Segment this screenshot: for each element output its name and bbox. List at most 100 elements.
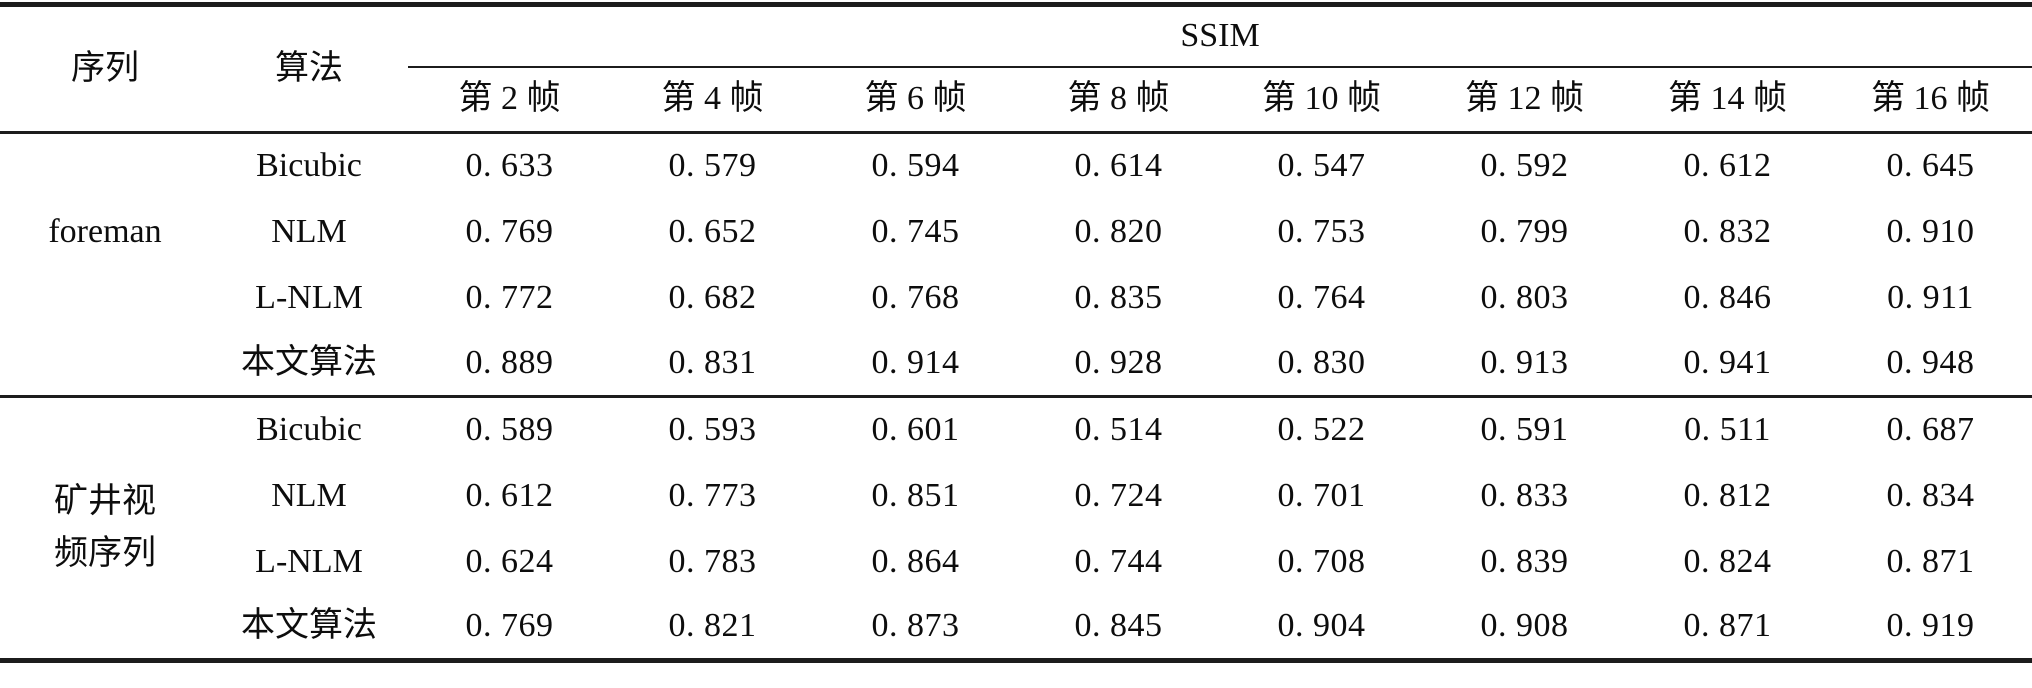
- column-header-frame-4: 第 4 帧: [611, 66, 814, 134]
- header-row-2: 第 2 帧 第 4 帧 第 6 帧 第 8 帧 第 10 帧 第 12 帧 第 …: [0, 66, 2032, 134]
- ssim-value: 0. 839: [1480, 542, 1569, 580]
- ssim-value: 0. 835: [1074, 278, 1163, 316]
- table-row-mine-bicubic: 矿井视 频序列 Bicubic 0. 589 0. 593 0. 601 0. …: [0, 395, 2032, 661]
- ssim-value: 0. 769: [465, 607, 554, 645]
- ssim-value: 0. 799: [1480, 212, 1569, 250]
- ssim-value: 0. 579: [668, 147, 757, 185]
- ssim-value: 0. 514: [1017, 395, 1220, 463]
- results-table-container: 序列 算法 SSIM 第 2 帧 第 4 帧 第 6 帧 第 8 帧 第 10 …: [0, 2, 2032, 663]
- ssim-value: 0. 851: [871, 476, 960, 514]
- algorithm-label: 本文算法: [241, 607, 377, 645]
- ssim-value: 0. 633: [465, 147, 554, 185]
- column-header-frame-10: 第 10 帧: [1220, 66, 1423, 134]
- column-header-frame-6: 第 6 帧: [814, 66, 1017, 134]
- ssim-value: 0. 908: [1480, 607, 1569, 645]
- ssim-value: 0. 768: [871, 278, 960, 316]
- ssim-value: 0. 928: [1074, 343, 1163, 381]
- algorithm-label: L-NLM: [255, 542, 363, 580]
- ssim-value: 0. 773: [668, 476, 757, 514]
- algorithm-label: NLM: [271, 212, 347, 250]
- ssim-value: 0. 864: [871, 542, 960, 580]
- ssim-value: 0. 745: [871, 212, 960, 250]
- ssim-value: 0. 652: [668, 212, 757, 250]
- ssim-value: 0. 824: [1683, 542, 1772, 580]
- column-header-frame-2: 第 2 帧: [408, 66, 611, 134]
- ssim-value: 0. 589: [408, 395, 611, 463]
- algorithm-label: NLM: [271, 476, 347, 514]
- ssim-value: 0. 871: [1886, 542, 1975, 580]
- algorithm-label: 本文算法: [241, 343, 377, 381]
- column-group-header-ssim: SSIM: [408, 4, 2032, 68]
- sequence-label-text-line2: 频序列: [54, 535, 156, 572]
- ssim-value: 0. 889: [465, 343, 554, 381]
- ssim-value: 0. 764: [1277, 278, 1366, 316]
- table-row-mine-lnlm: L-NLM 0. 624 0. 783 0. 864 0. 744 0. 708…: [0, 529, 2032, 595]
- ssim-value: 0. 645: [1886, 147, 1975, 185]
- sequence-label-mine-video: 矿井视 频序列: [0, 395, 210, 661]
- ssim-value: 0. 522: [1220, 395, 1423, 463]
- ssim-results-table: 序列 算法 SSIM 第 2 帧 第 4 帧 第 6 帧 第 8 帧 第 10 …: [0, 2, 2032, 663]
- header-row-1: 序列 算法 SSIM: [0, 4, 2032, 134]
- ssim-value: 0. 593: [611, 395, 814, 463]
- table-header: 序列 算法 SSIM 第 2 帧 第 4 帧 第 6 帧 第 8 帧 第 10 …: [0, 4, 2032, 134]
- ssim-value: 0. 744: [1074, 542, 1163, 580]
- ssim-value: 0. 687: [1829, 395, 2032, 463]
- ssim-value: 0. 832: [1683, 212, 1772, 250]
- ssim-value: 0. 803: [1480, 278, 1569, 316]
- column-header-sequence: 序列: [0, 4, 210, 134]
- ssim-value: 0. 948: [1886, 343, 1975, 381]
- column-header-frame-14: 第 14 帧: [1626, 66, 1829, 134]
- ssim-value: 0. 783: [668, 542, 757, 580]
- ssim-value: 0. 708: [1277, 542, 1366, 580]
- ssim-value: 0. 612: [465, 476, 554, 514]
- table-row-mine-proposed: 本文算法 0. 769 0. 821 0. 873 0. 845 0. 904 …: [0, 595, 2032, 661]
- ssim-value: 0. 845: [1074, 607, 1163, 645]
- ssim-value: 0. 871: [1683, 607, 1772, 645]
- ssim-value: 0. 769: [465, 212, 554, 250]
- ssim-value: 0. 834: [1886, 476, 1975, 514]
- sequence-label-foreman: foreman: [0, 133, 210, 397]
- table-row-foreman-nlm: NLM 0. 769 0. 652 0. 745 0. 820 0. 753 0…: [0, 199, 2032, 265]
- ssim-value: 0. 591: [1423, 395, 1626, 463]
- ssim-value: 0. 833: [1480, 476, 1569, 514]
- ssim-value: 0. 701: [1277, 476, 1366, 514]
- sequence-label-text: foreman: [48, 212, 162, 250]
- ssim-value: 0. 910: [1886, 212, 1975, 250]
- ssim-value: 0. 682: [668, 278, 757, 316]
- ssim-value: 0. 547: [1277, 147, 1366, 185]
- ssim-value: 0. 601: [814, 395, 1017, 463]
- ssim-value: 0. 873: [871, 607, 960, 645]
- ssim-value: 0. 919: [1886, 607, 1975, 645]
- ssim-value: 0. 913: [1480, 343, 1569, 381]
- ssim-value: 0. 614: [1074, 147, 1163, 185]
- column-header-frame-12: 第 12 帧: [1423, 66, 1626, 134]
- ssim-value: 0. 941: [1683, 343, 1772, 381]
- algorithm-label: Bicubic: [210, 395, 408, 463]
- column-header-frame-8: 第 8 帧: [1017, 66, 1220, 134]
- sequence-label-text-line1: 矿井视: [54, 483, 156, 520]
- table-row-foreman-bicubic: foreman Bicubic 0. 633 0. 579 0. 594 0. …: [0, 133, 2032, 248]
- ssim-value: 0. 753: [1277, 212, 1366, 250]
- ssim-value: 0. 772: [465, 278, 554, 316]
- column-header-frame-16: 第 16 帧: [1829, 66, 2032, 134]
- ssim-value: 0. 724: [1074, 476, 1163, 514]
- ssim-value: 0. 820: [1074, 212, 1163, 250]
- ssim-value: 0. 624: [465, 542, 554, 580]
- algorithm-label: L-NLM: [255, 278, 363, 316]
- algorithm-label: Bicubic: [256, 147, 362, 185]
- column-header-algorithm: 算法: [210, 4, 408, 134]
- ssim-value: 0. 846: [1683, 278, 1772, 316]
- ssim-value: 0. 511: [1626, 395, 1829, 463]
- ssim-value: 0. 830: [1277, 343, 1366, 381]
- ssim-value: 0. 914: [871, 343, 960, 381]
- table-row-foreman-proposed: 本文算法 0. 889 0. 831 0. 914 0. 928 0. 830 …: [0, 331, 2032, 397]
- ssim-value: 0. 904: [1277, 607, 1366, 645]
- ssim-value: 0. 911: [1887, 278, 1974, 316]
- ssim-value: 0. 812: [1683, 476, 1772, 514]
- ssim-value: 0. 592: [1480, 147, 1569, 185]
- ssim-value: 0. 612: [1683, 147, 1772, 185]
- table-body: foreman Bicubic 0. 633 0. 579 0. 594 0. …: [0, 133, 2032, 661]
- ssim-value: 0. 594: [871, 147, 960, 185]
- table-row-mine-nlm: NLM 0. 612 0. 773 0. 851 0. 724 0. 701 0…: [0, 463, 2032, 529]
- table-row-foreman-lnlm: L-NLM 0. 772 0. 682 0. 768 0. 835 0. 764…: [0, 265, 2032, 331]
